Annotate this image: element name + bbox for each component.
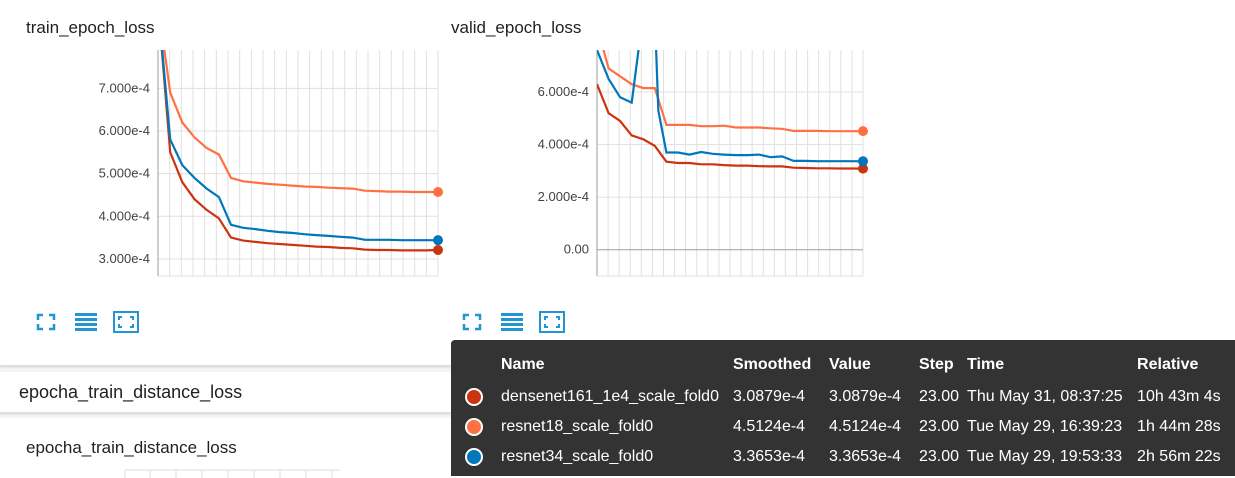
series-line-resnet18_scale_fold0 <box>163 50 438 194</box>
y-tick-label: 4.000e-4 <box>99 208 150 223</box>
chart-title-valid-epoch-loss: valid_epoch_loss <box>451 18 582 37</box>
col-name: Name <box>501 356 545 373</box>
tooltip-cell-relative: 10h 43m 4s <box>1137 388 1221 405</box>
series-last-point <box>858 163 868 174</box>
series-color-swatch <box>465 382 501 412</box>
toggle-data-table-button[interactable] <box>72 310 100 334</box>
tooltip-cell-smoothed: 3.3653e-4 <box>733 448 806 465</box>
tooltip-cell-name: resnet34_scale_fold0 <box>501 448 654 465</box>
series-line-densenet161_1e4_scale_fold0 <box>597 83 863 170</box>
chart-train-epoch-loss[interactable]: 7.000e-4 6.000e-4 5.000e-4 4.000e-4 3.000e-4 <box>99 3 443 277</box>
y-tick-label: 3.000e-4 <box>99 251 150 266</box>
fit-domain-icon <box>113 311 139 333</box>
chart-title-train-epoch-loss: train_epoch_loss <box>26 18 155 37</box>
tooltip-table: Name Smoothed Value Step Time Relative d… <box>465 352 1229 472</box>
series-dot-icon <box>465 417 483 436</box>
col-relative: Relative <box>1137 356 1199 373</box>
col-time: Time <box>967 356 1005 373</box>
tooltip-cell-time: Tue May 29, 19:53:33 <box>967 448 1123 465</box>
series-color-swatch <box>465 442 501 472</box>
series-color-swatch <box>465 412 501 442</box>
series-last-point <box>433 186 443 197</box>
col-step: Step <box>919 356 954 373</box>
series-dot-icon <box>465 447 483 466</box>
scalar-card: train_epoch_loss valid_epoch_loss 7.000e… <box>0 3 1235 366</box>
tooltip-cell-value: 3.0879e-4 <box>829 388 902 405</box>
y-tick-label: 4.000e-4 <box>538 137 589 152</box>
tooltip-cell-name: densenet161_1e4_scale_fold0 <box>501 388 719 405</box>
expand-icon <box>36 313 56 331</box>
tooltip-row: resnet34_scale_fold0 3.3653e-4 3.3653e-4 23… <box>465 442 1229 472</box>
tooltip-cell-relative: 1h 44m 28s <box>1137 418 1221 435</box>
tooltip-cell-step: 23.00 <box>919 418 960 435</box>
tooltip-cell-step: 23.00 <box>919 388 960 405</box>
expand-chart-button[interactable] <box>32 310 60 334</box>
tooltip-row: densenet161_1e4_scale_fold0 3.0879e-4 3.08… <box>465 382 1229 412</box>
series-line-resnet18_scale_fold0 <box>602 50 863 133</box>
tooltip-cell-smoothed: 4.5124e-4 <box>733 418 806 435</box>
data-tooltip: Name Smoothed Value Step Time Relative d… <box>451 340 1235 476</box>
chart-valid-epoch-loss[interactable]: 6.000e-4 4.000e-4 2.000e-4 0.00 <box>538 13 868 277</box>
series-last-point <box>858 126 868 137</box>
section-title: epocha_train_distance_loss <box>19 382 243 402</box>
chart-title-distance-loss: epocha_train_distance_loss <box>26 438 237 457</box>
y-tick-label: 0.00 <box>564 242 589 257</box>
tooltip-row: resnet18_scale_fold0 4.5124e-4 4.5124e-4 23… <box>465 412 1229 442</box>
y-tick-label: 6.000e-4 <box>538 84 589 99</box>
tooltip-cell-step: 23.00 <box>919 448 960 465</box>
series-last-point <box>433 235 443 246</box>
tooltip-cell-value: 3.3653e-4 <box>829 448 902 465</box>
tooltip-cell-smoothed: 3.0879e-4 <box>733 388 806 405</box>
series-line-resnet34_scale_fold0 <box>597 50 863 163</box>
series-line-resnet34_scale_fold0 <box>161 50 438 242</box>
fit-domain-icon <box>539 311 565 333</box>
tooltip-cell-time: Thu May 31, 08:37:25 <box>967 388 1123 405</box>
list-icon <box>501 313 523 331</box>
distance-loss-grid <box>124 469 340 478</box>
fit-domain-button-2[interactable] <box>538 310 566 334</box>
charts-svg: 7.000e-4 6.000e-4 5.000e-4 4.000e-4 3.000e-4… <box>99 3 868 277</box>
list-icon <box>75 313 97 331</box>
toggle-data-table-button-2[interactable] <box>498 310 526 334</box>
expand-icon <box>462 313 482 331</box>
y-tick-label: 2.000e-4 <box>538 189 589 204</box>
expand-chart-button-2[interactable] <box>458 310 486 334</box>
series-line-densenet161_1e4_scale_fold0 <box>160 50 438 252</box>
tooltip-cell-name: resnet18_scale_fold0 <box>501 418 654 435</box>
tooltip-cell-time: Tue May 29, 16:39:23 <box>967 418 1123 435</box>
fit-domain-button[interactable] <box>112 310 140 334</box>
y-tick-label: 6.000e-4 <box>99 123 150 138</box>
col-value: Value <box>829 356 871 373</box>
tooltip-cell-value: 4.5124e-4 <box>829 418 902 435</box>
col-smoothed: Smoothed <box>733 356 812 373</box>
series-last-point <box>858 156 868 167</box>
series-last-point <box>433 244 443 255</box>
tooltip-cell-relative: 2h 56m 22s <box>1137 448 1221 465</box>
y-tick-label: 7.000e-4 <box>99 80 150 95</box>
series-dot-icon <box>465 387 483 406</box>
col-color <box>465 352 501 382</box>
y-tick-label: 5.000e-4 <box>99 166 150 181</box>
